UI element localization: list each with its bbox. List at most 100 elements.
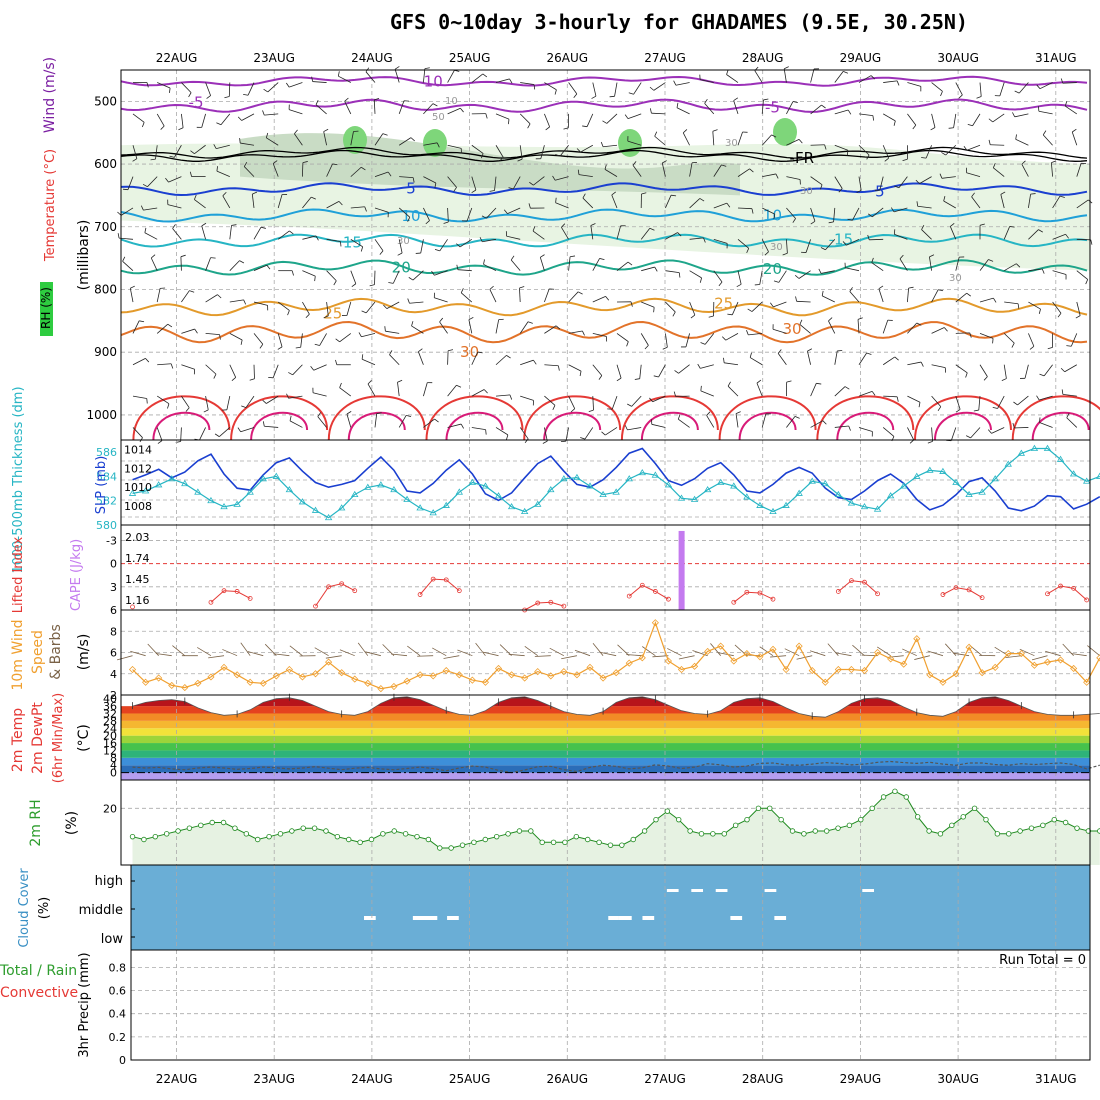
rh-point <box>630 836 636 843</box>
wind-barb <box>798 270 811 279</box>
wind-barb <box>409 301 424 304</box>
rh-point <box>949 822 955 829</box>
wind-barb <box>1062 82 1077 84</box>
wind-speed-point <box>259 679 267 687</box>
wind-barb <box>894 233 908 240</box>
wind-barb-10m <box>1087 645 1100 656</box>
thickness-line <box>132 447 1100 519</box>
wind-barb <box>519 288 521 303</box>
wind-barb-10m <box>457 649 473 657</box>
wind-barb <box>1014 113 1029 118</box>
temp-band <box>121 735 1090 744</box>
wind-barb <box>205 294 218 303</box>
wind-barb-flag <box>471 189 477 194</box>
wind-barb-flag <box>573 93 578 99</box>
wind-barb <box>945 144 957 156</box>
wind-barb-flag <box>483 389 488 394</box>
wind-barb-flag <box>407 216 411 222</box>
wind-barb-flag <box>756 379 762 384</box>
wind-barb <box>241 113 255 121</box>
wind-barb-flag <box>649 86 655 91</box>
precip-ylabel: 3hr Precip (mm) <box>77 952 92 1057</box>
lifted-index-point <box>1084 597 1090 603</box>
wind-barb <box>513 176 521 190</box>
wind-barb-flag <box>150 158 156 161</box>
bottom-date-label: 26AUG <box>547 1072 589 1086</box>
wind-barb-flag <box>908 286 914 289</box>
wind-barb <box>1004 301 1019 305</box>
cloud-level-high: high <box>95 874 123 889</box>
temp-band <box>121 698 1090 707</box>
thickness-tick-label: 584 <box>96 470 117 483</box>
wind-barb-flag <box>1036 84 1041 89</box>
wind-barb <box>834 386 846 397</box>
pressure-tick-label: 700 <box>94 220 117 234</box>
wind-barb-flag <box>388 282 394 284</box>
lifted-index-point <box>247 596 253 601</box>
isotherm-arch <box>523 395 622 441</box>
wind-barb-flag <box>436 142 440 148</box>
wind-barb <box>495 78 510 83</box>
wind-barb-flag <box>314 276 316 282</box>
wind-barb-flag <box>943 327 948 332</box>
wind-barb <box>568 364 582 372</box>
wind-barb-flag <box>649 227 655 231</box>
wind-barb <box>168 176 182 183</box>
wind-barb-flag <box>1090 239 1093 245</box>
wind-barb-flag <box>628 92 634 95</box>
isotherm-arch <box>1031 411 1090 441</box>
wind-barb-flag <box>828 317 833 322</box>
wind-barb-flag <box>165 177 169 183</box>
wind-barb-flag <box>439 317 444 323</box>
wind-barb <box>799 324 811 334</box>
wind-barb-10m <box>155 653 172 657</box>
wind-barb-flag <box>335 359 338 365</box>
wind-barb-flag <box>379 250 384 255</box>
rh-point <box>391 828 397 834</box>
wind-speed-point <box>743 649 751 658</box>
wind-barb-flag <box>384 326 386 332</box>
wind-barb-flag <box>460 288 464 294</box>
wind-barb-flag <box>677 414 681 420</box>
wind-barb-10m <box>172 645 186 656</box>
isotherm-arch <box>327 395 426 441</box>
thickness-point <box>873 505 882 512</box>
rh-point <box>971 805 978 812</box>
wind-speed-point <box>704 647 712 656</box>
wind-barb <box>971 196 981 209</box>
wind-barb-flag <box>820 184 823 190</box>
wind-barb-flag <box>367 380 372 385</box>
wind-barb <box>394 69 400 83</box>
slp-line <box>132 447 1100 512</box>
wind-barb <box>338 75 351 83</box>
wind-barb-flag <box>169 155 175 158</box>
rh-point <box>459 842 466 848</box>
wind-barb <box>727 385 739 397</box>
wind-barb <box>825 239 836 250</box>
wind-barb-flag <box>1041 268 1045 274</box>
wind-barb-flag <box>1075 315 1081 319</box>
rh-point <box>346 836 352 843</box>
wind-barb-flag <box>868 213 873 218</box>
wind-barb-flag <box>185 407 190 412</box>
rh-point <box>448 845 454 851</box>
wind-barb-10m <box>391 653 408 657</box>
wind-barb <box>457 269 472 272</box>
wind-barb-flag <box>456 264 459 270</box>
thickness-point <box>782 501 790 508</box>
wind-barb <box>907 288 910 303</box>
wind-barb <box>423 68 426 83</box>
wind-barb <box>568 291 579 303</box>
wind-barb-10m <box>417 655 434 657</box>
wind-barb-flag <box>542 440 548 444</box>
wind-barb-flag <box>794 274 800 279</box>
wind-barb-flag <box>240 339 243 345</box>
wind-barb <box>882 356 896 366</box>
wind-barb <box>979 297 994 303</box>
wind-barb <box>834 425 849 428</box>
wind-speed-point <box>939 678 947 686</box>
wind-barb <box>907 82 921 87</box>
wind-barb-flag <box>727 313 733 316</box>
wind-barb-flag <box>506 434 509 440</box>
wind-barb <box>737 131 743 146</box>
